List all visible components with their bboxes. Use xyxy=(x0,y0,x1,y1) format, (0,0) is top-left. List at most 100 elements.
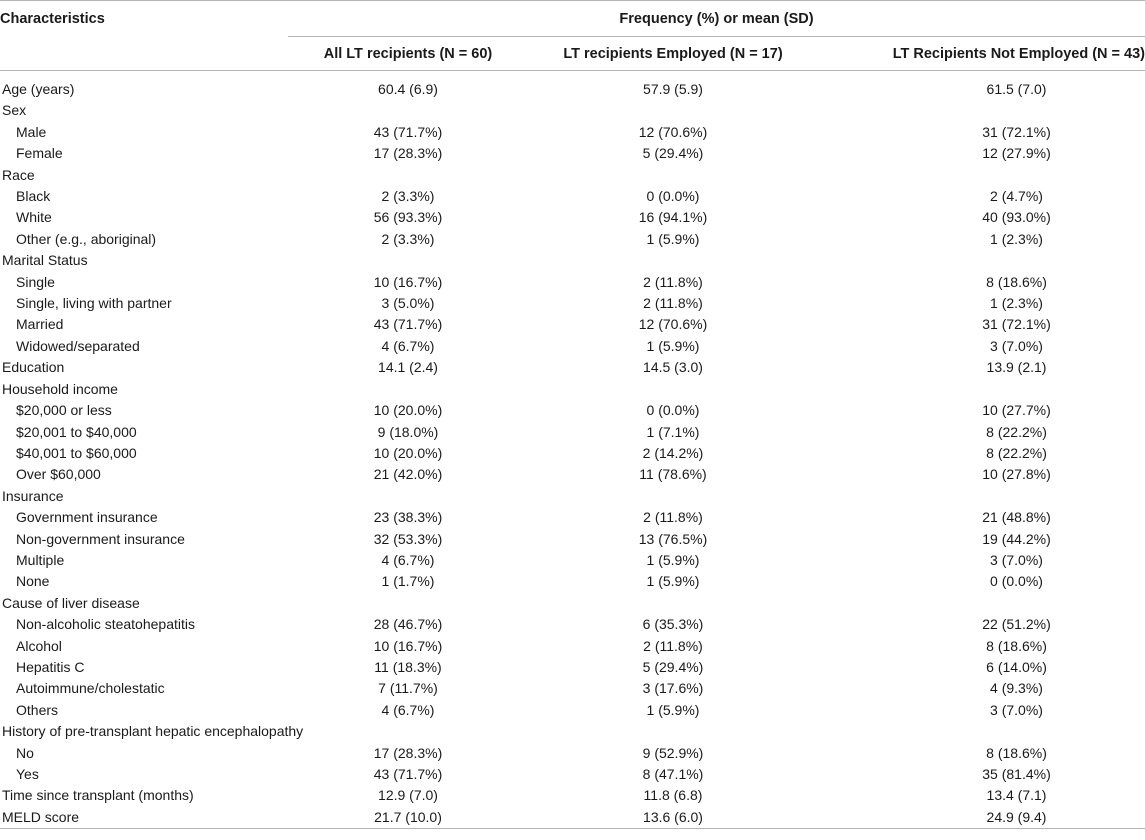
cell-all: 10 (16.7%) xyxy=(373,273,443,290)
row-label: Multiple xyxy=(16,551,65,568)
row-label: Household income xyxy=(2,380,118,397)
cell-all: 10 (20.0%) xyxy=(373,444,443,461)
cell-employed: 57.9 (5.9) xyxy=(643,81,703,97)
row-label: Other (e.g., aboriginal) xyxy=(16,230,157,247)
header-all-recipients: All LT recipients (N = 60) xyxy=(288,36,528,71)
cell-all xyxy=(288,379,528,400)
cell-all: 17 (28.3%) xyxy=(373,744,443,761)
cell-employed: 1 (5.9%) xyxy=(646,551,700,568)
cell-employed: 2 (11.8%) xyxy=(643,273,703,290)
cell-employed xyxy=(528,379,818,400)
cell-employed: 2 (11.8%) xyxy=(643,295,703,312)
row-label: Sex xyxy=(2,102,27,119)
row-label: Race xyxy=(2,166,35,183)
table-row: Single 10 (16.7%) 2 (11.8%) 8 (18.6%) xyxy=(0,272,1145,293)
cell-all: 28 (46.7%) xyxy=(373,616,443,633)
cell-not-employed xyxy=(818,165,1145,186)
cell-all: 3 (5.0%) xyxy=(381,295,435,312)
cell-not-employed: 12 (27.9%) xyxy=(982,145,1051,162)
cell-all: 14.1 (2.4) xyxy=(378,359,438,376)
cell-not-employed: 0 (0.0%) xyxy=(990,573,1043,590)
table-row: Autoimmune/cholestatic 7 (11.7%) 3 (17.6%)… xyxy=(0,678,1145,699)
cell-not-employed: 31 (72.1%) xyxy=(982,123,1051,140)
row-label: Yes xyxy=(16,766,39,782)
table-row: Male 43 (71.7%) 12 (70.6%) 31 (72.1%) xyxy=(0,122,1145,143)
row-label: Hepatitis C xyxy=(16,658,85,675)
row-label: Age (years) xyxy=(2,81,75,97)
table-row: Widowed/separated 4 (6.7%) 1 (5.9%) 3 (7.0%… xyxy=(0,336,1145,357)
cell-all: 23 (38.3%) xyxy=(373,509,443,526)
row-label: Government insurance xyxy=(16,509,158,526)
cell-employed: 14.5 (3.0) xyxy=(643,359,703,376)
table-row: History of pre-transplant hepatic enceph… xyxy=(0,721,1145,742)
cell-employed: 2 (11.8%) xyxy=(643,509,703,526)
table-row: Non-government insurance 32 (53.3%) 13 (76… xyxy=(0,529,1145,550)
cell-not-employed: 31 (72.1%) xyxy=(982,316,1051,333)
row-label: History of pre-transplant hepatic enceph… xyxy=(2,723,304,740)
row-label: Single xyxy=(16,273,55,290)
cell-not-employed xyxy=(818,250,1145,271)
cell-not-employed: 3 (7.0%) xyxy=(990,551,1043,568)
row-label: No xyxy=(16,744,34,761)
row-label: Single, living with partner xyxy=(16,295,172,312)
table-row: Government insurance 23 (38.3%) 2 (11.8%) 2… xyxy=(0,507,1145,528)
cell-not-employed: 10 (27.8%) xyxy=(982,466,1051,483)
cell-not-employed: 24.9 (9.4) xyxy=(818,806,1145,830)
row-label: $20,001 to $40,000 xyxy=(16,423,137,440)
row-label: $20,000 or less xyxy=(16,402,112,419)
row-label: Time since transplant (months) xyxy=(2,787,194,804)
cell-not-employed: 3 (7.0%) xyxy=(990,337,1043,354)
cell-not-employed: 13.9 (2.1) xyxy=(986,359,1047,376)
cell-employed: 13 (76.5%) xyxy=(638,530,708,547)
table-row: None 1 (1.7%) 1 (5.9%) 0 (0.0%) xyxy=(0,571,1145,592)
table-row: Hepatitis C 11 (18.3%) 5 (29.4%) 6 (14.0%) xyxy=(0,657,1145,678)
row-label: Others xyxy=(16,701,59,718)
cell-not-employed: 2 (4.7%) xyxy=(990,188,1043,205)
cell-not-employed: 22 (51.2%) xyxy=(982,616,1051,633)
row-label: Over $60,000 xyxy=(16,466,101,483)
table-row: $40,001 to $60,000 10 (20.0%) 2 (14.2%) 8 (… xyxy=(0,443,1145,464)
table-row: Multiple 4 (6.7%) 1 (5.9%) 3 (7.0%) xyxy=(0,550,1145,571)
header-not-employed: LT Recipients Not Employed (N = 43) xyxy=(818,36,1145,71)
cell-all: 43 (71.7%) xyxy=(373,766,443,782)
cell-not-employed xyxy=(818,721,1145,742)
table-row: Married 43 (71.7%) 12 (70.6%) 31 (72.1%) xyxy=(0,314,1145,335)
cell-not-employed: 4 (9.3%) xyxy=(990,680,1043,697)
header-span: Frequency (%) or mean (SD) xyxy=(288,0,1145,37)
row-label: Married xyxy=(16,316,64,333)
cell-all: 43 (71.7%) xyxy=(373,123,443,140)
table-row: Yes 43 (71.7%) 8 (47.1%) 35 (81.4%) xyxy=(0,764,1145,785)
cell-not-employed: 8 (22.2%) xyxy=(986,423,1047,440)
cell-employed: 1 (5.9%) xyxy=(646,701,700,718)
cell-all xyxy=(288,486,528,507)
cell-all: 21 (42.0%) xyxy=(373,466,443,483)
cell-not-employed: 8 (18.6%) xyxy=(986,744,1047,761)
cell-all: 4 (6.7%) xyxy=(381,337,435,354)
cell-not-employed: 10 (27.7%) xyxy=(982,402,1051,419)
table-row: Household income xyxy=(0,379,1145,400)
cell-all xyxy=(288,100,528,121)
cell-all: 21.7 (10.0) xyxy=(288,806,528,830)
cell-not-employed: 61.5 (7.0) xyxy=(986,81,1047,97)
table-row: Other (e.g., aboriginal) 2 (3.3%) 1 (5.9%)… xyxy=(0,229,1145,250)
cell-employed: 0 (0.0%) xyxy=(646,188,700,205)
row-label: Male xyxy=(16,123,47,140)
cell-employed: 1 (7.1%) xyxy=(646,423,700,440)
table-row: Alcohol 10 (16.7%) 2 (11.8%) 8 (18.6%) xyxy=(0,636,1145,657)
row-label: Female xyxy=(16,145,63,162)
cell-not-employed: 8 (18.6%) xyxy=(986,273,1047,290)
cell-employed: 5 (29.4%) xyxy=(642,658,704,675)
row-label: Cause of liver disease xyxy=(2,594,140,611)
cell-not-employed: 6 (14.0%) xyxy=(986,658,1047,675)
header-characteristics: Characteristics xyxy=(0,0,288,37)
table-row: $20,000 or less 10 (20.0%) 0 (0.0%) 10 (27.… xyxy=(0,400,1145,421)
row-label: None xyxy=(16,573,50,590)
cell-employed: 12 (70.6%) xyxy=(638,123,708,140)
cell-all: 12.9 (7.0) xyxy=(378,787,438,804)
cell-all xyxy=(288,593,528,614)
row-label: Marital Status xyxy=(2,252,88,269)
row-label: White xyxy=(16,209,52,226)
cell-not-employed: 13.4 (7.1) xyxy=(986,787,1047,804)
cell-employed xyxy=(528,100,818,121)
cell-all: 4 (6.7%) xyxy=(381,551,435,568)
